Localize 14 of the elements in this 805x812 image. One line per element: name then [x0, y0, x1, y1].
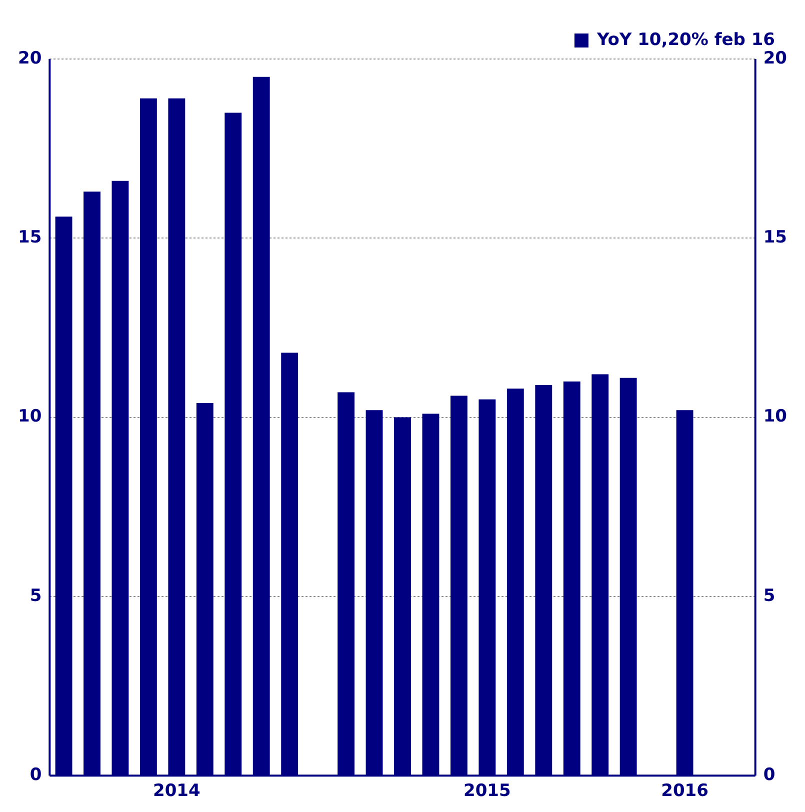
y2-tick-label: 20: [763, 48, 788, 68]
legend-label: YoY 10,20% feb 16: [596, 30, 776, 50]
y2-tick-label: 15: [763, 228, 788, 248]
y2-tick-label: 10: [763, 406, 788, 427]
x-tick-label: 2014: [153, 781, 200, 802]
y-tick-label: 0: [30, 765, 42, 786]
y-tick-label: 20: [18, 48, 42, 68]
y2-tick-label: 0: [763, 765, 776, 786]
y-tick-label: 10: [18, 406, 42, 427]
x-tick-label: 2015: [464, 781, 511, 802]
y-tick-label: 5: [30, 586, 42, 606]
y-tick-label: 15: [18, 228, 42, 248]
x-tick-label: 2016: [661, 781, 708, 802]
y2-tick-label: 5: [763, 586, 776, 606]
